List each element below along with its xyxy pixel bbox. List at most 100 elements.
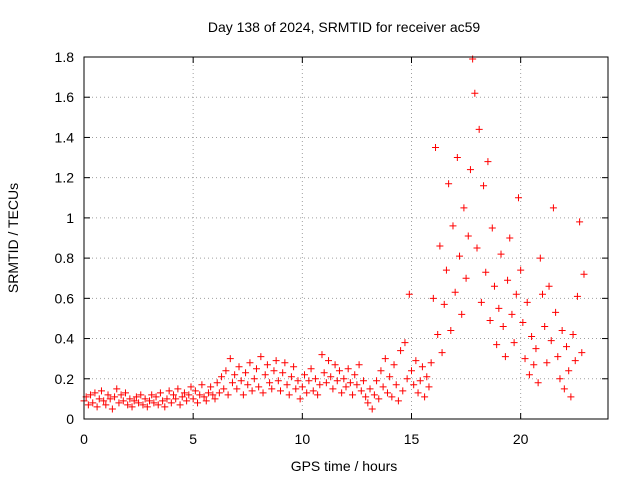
x-tick-label: 10 xyxy=(295,431,311,447)
data-point xyxy=(161,403,169,411)
data-point xyxy=(423,373,431,381)
data-point xyxy=(460,204,468,212)
data-point xyxy=(541,322,549,330)
data-point xyxy=(191,387,199,395)
data-point xyxy=(141,395,149,403)
data-point xyxy=(425,383,433,391)
data-point xyxy=(493,341,501,349)
data-point xyxy=(274,377,282,385)
data-point xyxy=(218,373,226,381)
data-point xyxy=(335,367,343,375)
data-point xyxy=(528,333,536,341)
data-point xyxy=(556,375,564,383)
data-point xyxy=(194,399,202,407)
x-tick-label: 20 xyxy=(513,431,529,447)
data-point xyxy=(464,232,472,240)
data-point xyxy=(405,290,413,298)
data-point xyxy=(440,300,448,308)
data-point xyxy=(536,254,544,262)
y-tick-label: 1.4 xyxy=(55,129,75,145)
data-point xyxy=(442,266,450,274)
y-tick-label: 1 xyxy=(66,210,74,226)
data-point xyxy=(309,387,317,395)
y-tick-label: 1.6 xyxy=(55,89,75,105)
data-point xyxy=(547,337,555,345)
data-point xyxy=(346,379,354,387)
data-point xyxy=(359,377,367,385)
data-point xyxy=(576,218,584,226)
data-point xyxy=(558,327,566,335)
data-point xyxy=(539,290,546,298)
data-point xyxy=(429,294,437,302)
data-point xyxy=(453,154,461,162)
data-point xyxy=(178,393,186,401)
data-point xyxy=(432,144,440,151)
data-point xyxy=(235,363,243,371)
data-point xyxy=(222,367,230,375)
data-point xyxy=(152,393,160,401)
data-point xyxy=(552,308,560,316)
data-point xyxy=(100,397,108,405)
data-point xyxy=(248,387,256,395)
data-point xyxy=(462,274,470,282)
data-point xyxy=(390,361,398,369)
data-point xyxy=(549,204,557,212)
data-point xyxy=(176,401,184,409)
data-point xyxy=(475,125,483,133)
y-tick-label: 0.4 xyxy=(55,331,75,347)
data-point xyxy=(436,242,444,250)
data-point xyxy=(200,393,208,401)
data-point xyxy=(148,391,156,399)
plot-frame xyxy=(83,56,609,420)
data-point xyxy=(252,365,260,373)
data-point xyxy=(172,395,180,403)
data-point xyxy=(130,397,138,405)
data-point xyxy=(480,182,488,190)
data-point xyxy=(204,389,212,397)
data-point xyxy=(156,389,164,397)
data-point xyxy=(364,399,372,407)
data-point xyxy=(517,266,525,274)
data-point xyxy=(370,391,378,399)
data-points xyxy=(80,55,588,413)
data-point xyxy=(421,393,429,401)
data-point xyxy=(170,391,178,399)
data-point xyxy=(412,357,420,365)
data-point xyxy=(394,397,402,405)
data-point xyxy=(344,365,352,373)
data-point xyxy=(471,89,479,97)
data-point xyxy=(117,391,125,399)
data-point xyxy=(89,399,97,407)
data-point xyxy=(510,339,518,347)
data-point xyxy=(165,387,173,395)
data-point xyxy=(580,270,588,278)
y-tick-label: 0.2 xyxy=(55,371,75,387)
data-point xyxy=(314,391,322,399)
data-point xyxy=(183,397,191,405)
data-point xyxy=(571,357,579,365)
data-point xyxy=(322,379,330,387)
data-point xyxy=(368,405,376,413)
data-point xyxy=(534,379,542,387)
data-point xyxy=(329,385,337,393)
data-point xyxy=(357,387,365,395)
data-point xyxy=(259,389,267,397)
data-point xyxy=(220,385,228,393)
data-point xyxy=(506,234,514,242)
data-point xyxy=(233,385,241,393)
data-point xyxy=(392,381,400,389)
data-point xyxy=(401,339,409,347)
data-point xyxy=(504,276,512,284)
data-point xyxy=(434,331,442,339)
data-point xyxy=(159,397,167,405)
data-point xyxy=(135,399,143,407)
data-point xyxy=(501,353,509,361)
y-tick-label: 0.8 xyxy=(55,250,75,266)
data-point xyxy=(512,290,520,298)
data-point xyxy=(226,355,234,363)
data-point xyxy=(132,393,140,401)
data-point xyxy=(290,363,298,371)
data-point xyxy=(403,375,411,383)
data-point xyxy=(569,331,577,339)
